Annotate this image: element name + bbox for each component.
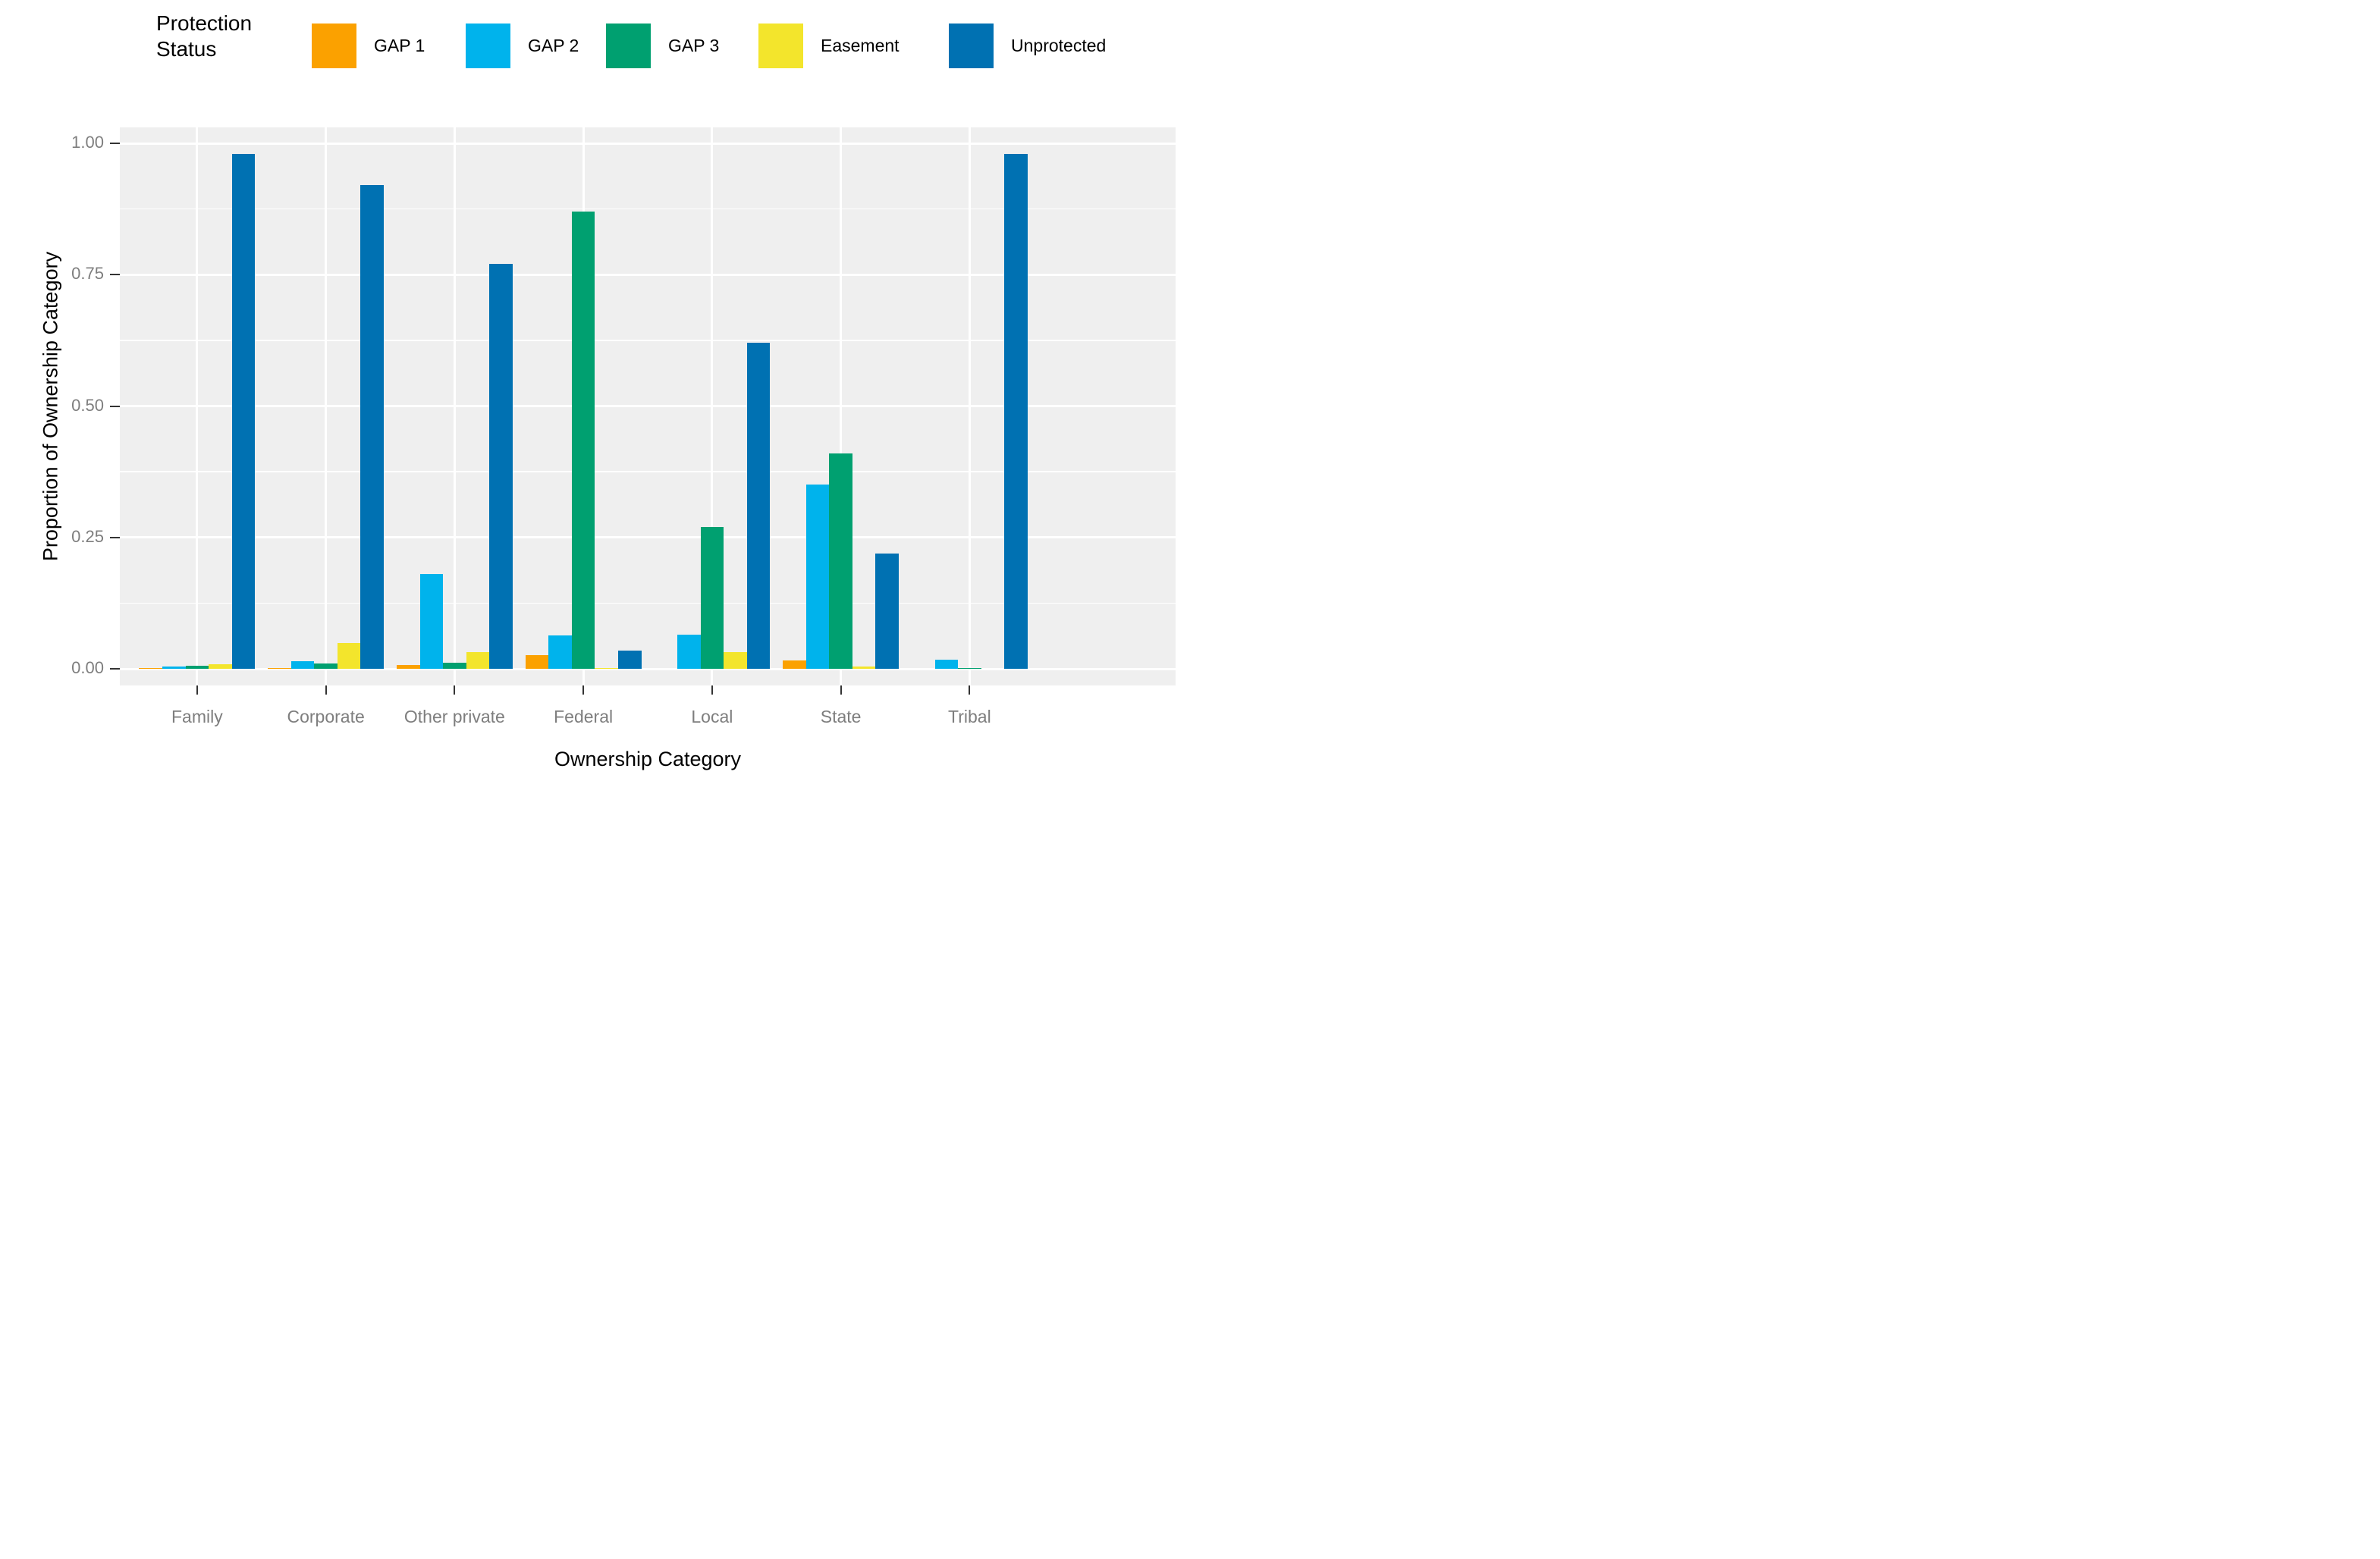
bar-gap-2 xyxy=(419,574,444,669)
gridline-minor-h xyxy=(120,208,1176,210)
bar-chart: Protection Status GAP 1 GAP 2 GAP 3 Easemen… xyxy=(0,0,1190,780)
gridline-major-h xyxy=(120,667,1176,670)
gridline-minor-h xyxy=(120,340,1176,341)
y-tick-mark xyxy=(110,668,120,670)
gridline-major-v xyxy=(840,127,843,685)
bar-gap-2 xyxy=(934,660,959,669)
legend-key-easement xyxy=(758,24,803,68)
y-tick-mark xyxy=(110,536,120,538)
y-tick-mark xyxy=(110,143,120,144)
gridline-minor-h xyxy=(120,602,1176,604)
x-axis-title: Ownership Category xyxy=(554,748,742,770)
y-tick-label: 0.50 xyxy=(71,395,104,415)
x-tick-label: Local xyxy=(691,707,733,726)
gridline-major-h xyxy=(120,142,1176,145)
bar-gap-1 xyxy=(525,654,549,669)
bar-gap-3 xyxy=(958,667,981,669)
bar-gap-1 xyxy=(139,667,162,669)
gridline-major-v xyxy=(711,127,714,685)
x-tick-label: Federal xyxy=(554,707,614,726)
gridline-major-v xyxy=(968,127,971,685)
gridline-major-h xyxy=(120,536,1176,539)
x-tick-label: State xyxy=(820,707,862,726)
x-tick-mark xyxy=(582,685,585,695)
y-tick-mark xyxy=(110,405,120,407)
bar-gap-2 xyxy=(548,635,572,669)
x-tick-mark xyxy=(454,685,456,695)
legend-label: GAP 1 xyxy=(374,36,425,55)
bar-gap-3 xyxy=(443,662,466,669)
x-tick-label: Family xyxy=(171,707,223,726)
bar-easement xyxy=(724,651,747,669)
gridline-major-h xyxy=(120,273,1176,276)
bar-gap-3 xyxy=(829,453,852,669)
bar-gap-3 xyxy=(571,212,595,669)
bar-easement xyxy=(595,667,618,669)
legend: Protection Status GAP 1 GAP 2 GAP 3 Easemen… xyxy=(0,0,1190,99)
bar-easement xyxy=(337,643,361,669)
bar-unprotected xyxy=(360,185,384,669)
gridline-major-v xyxy=(453,127,456,685)
x-tick-mark xyxy=(969,685,971,695)
x-tick-label: Corporate xyxy=(287,707,365,726)
y-axis-title: Proportion of Ownership Category xyxy=(39,251,62,562)
bar-gap-1 xyxy=(268,667,291,669)
bar-unprotected xyxy=(617,650,642,669)
bar-unprotected xyxy=(875,553,899,669)
gridline-major-v xyxy=(325,127,328,685)
x-tick-mark xyxy=(325,685,327,695)
gridline-major-v xyxy=(196,127,199,685)
bar-unprotected xyxy=(489,264,513,669)
y-tick-mark xyxy=(110,274,120,276)
legend-label: GAP 3 xyxy=(668,36,720,55)
y-tick-label: 0.75 xyxy=(71,264,104,284)
bar-gap-3 xyxy=(314,663,338,669)
legend-key-unprotected xyxy=(949,24,994,68)
bar-gap-1 xyxy=(396,665,420,669)
bar-gap-3 xyxy=(185,665,209,669)
legend-label: GAP 2 xyxy=(528,36,579,55)
bar-easement xyxy=(852,667,876,669)
y-tick-label: 0.25 xyxy=(71,526,104,546)
x-tick-label: Tribal xyxy=(948,707,991,726)
legend-key-gap-3 xyxy=(606,24,651,68)
legend-label: Unprotected xyxy=(1011,36,1107,55)
bar-gap-2 xyxy=(805,485,830,669)
x-tick-mark xyxy=(840,685,842,695)
bar-gap-2 xyxy=(290,660,315,669)
bar-unprotected xyxy=(746,343,771,669)
legend-label: Easement xyxy=(821,36,900,55)
gridline-minor-h xyxy=(120,471,1176,472)
bar-unprotected xyxy=(231,153,256,669)
bar-gap-2 xyxy=(162,666,186,669)
gridline-major-h xyxy=(120,405,1176,407)
x-tick-mark xyxy=(196,685,198,695)
y-tick-label: 1.00 xyxy=(71,132,104,152)
y-tick-label: 0.00 xyxy=(71,657,104,677)
bar-gap-3 xyxy=(700,526,724,669)
legend-title: Protection Status xyxy=(156,11,253,61)
legend-key-gap-2 xyxy=(466,24,510,68)
bar-unprotected xyxy=(1004,153,1028,669)
legend-key-gap-1 xyxy=(312,24,356,68)
bar-gap-2 xyxy=(677,634,701,669)
x-tick-label: Other private xyxy=(403,707,505,726)
x-tick-mark xyxy=(711,685,713,695)
bar-easement xyxy=(209,663,232,669)
bar-easement xyxy=(466,651,490,669)
bar-gap-1 xyxy=(783,660,806,669)
